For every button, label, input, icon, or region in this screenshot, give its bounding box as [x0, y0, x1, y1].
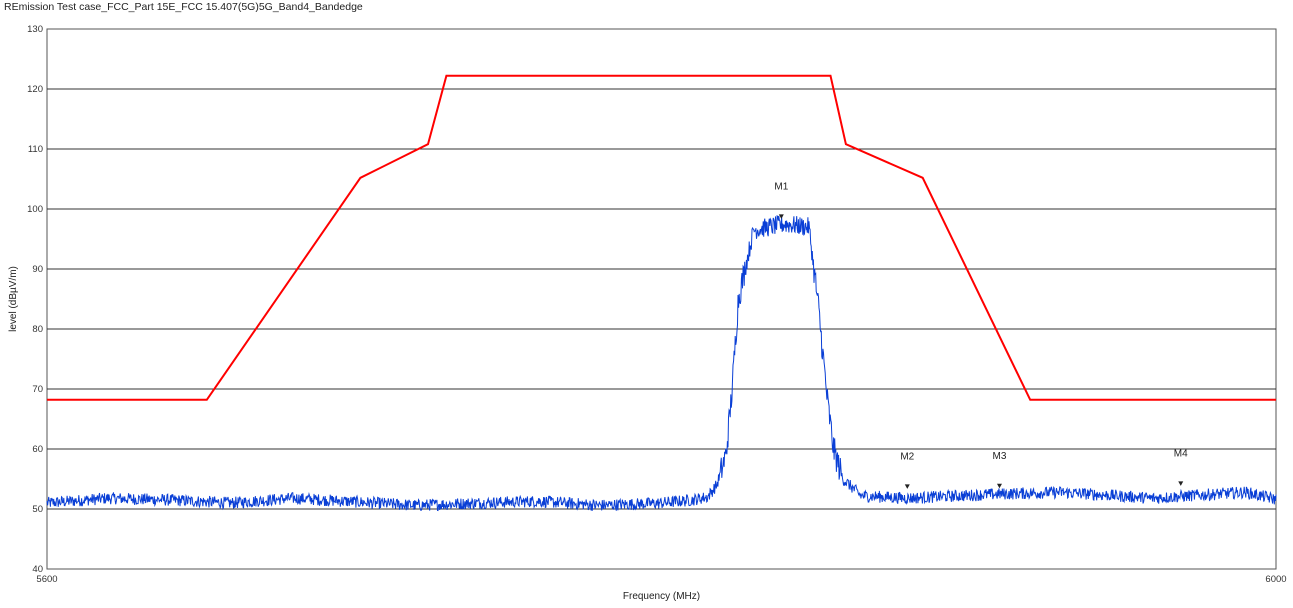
limit-line [47, 74, 1276, 401]
plot-frame [46, 28, 1277, 570]
marker-point-m4 [1178, 481, 1184, 486]
marker-label-m2: M2 [900, 451, 914, 462]
y-tick-label-3: 70 [32, 384, 43, 395]
y-axis-label: level (dBµV/m) [8, 266, 19, 332]
marker-point-m2 [904, 484, 910, 489]
y-tick-label-5: 90 [32, 264, 43, 275]
chart-title: REmission Test case_FCC_Part 15E_FCC 15.… [4, 1, 363, 13]
marker-label-m4: M4 [1174, 448, 1188, 459]
marker-point-m3 [996, 483, 1002, 489]
y-tick-label-8: 120 [27, 84, 43, 95]
y-tick-label-0: 40 [32, 564, 43, 575]
y-tick-label-2: 60 [32, 444, 43, 455]
marker-label-m3: M3 [993, 451, 1007, 462]
y-tick-label-4: 80 [32, 324, 43, 335]
marker-label-m1: M1 [774, 181, 788, 192]
measured-trace [46, 214, 1277, 512]
marker-point-m1 [778, 214, 784, 219]
y-tick-label-9: 130 [27, 24, 43, 35]
y-tick-label-7: 110 [28, 144, 43, 155]
x-tick-label-0: 5600 [36, 574, 57, 585]
y-tick-label-6: 100 [27, 204, 43, 215]
x-axis-label: Frequency (MHz) [623, 591, 700, 602]
x-tick-label-1: 6000 [1265, 574, 1286, 585]
y-tick-label-1: 50 [32, 504, 43, 515]
